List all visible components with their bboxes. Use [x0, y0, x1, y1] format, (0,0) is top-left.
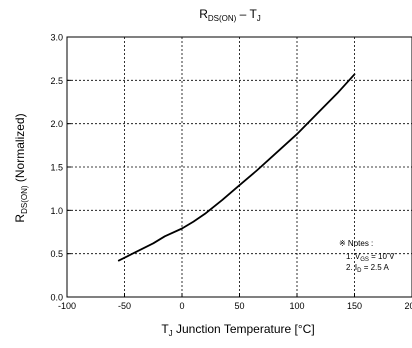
title-sub: DS(ON): [208, 14, 237, 23]
note2-post: = 2.5 A: [361, 263, 389, 272]
x-tick-label: -50: [118, 301, 131, 311]
y-tick-label: 1.5: [50, 163, 63, 173]
ylabel-sub: DS(ON): [20, 185, 29, 214]
x-tick-label: 150: [347, 301, 362, 311]
ylabel-pre: R: [13, 214, 27, 223]
notes-header: ※ Notes :: [339, 239, 373, 248]
chart-title: RDS(ON) – TJ: [199, 7, 261, 23]
xlabel-pre: T: [161, 322, 169, 336]
notes: ※ Notes : 1. VGS = 10 V 2. ID = 2.5 A: [339, 239, 395, 274]
title-mid: – T: [236, 7, 257, 21]
xlabel-text: Junction Temperature [: [173, 322, 299, 336]
ticks: 0.0 0.5 1.0 1.5 2.0 2.5 3.0 -100 -50 0 50 100 150 200: [50, 33, 412, 311]
series-line: [117, 73, 356, 262]
x-tick-label: 0: [179, 301, 184, 311]
y-tick-label: 2.0: [50, 119, 63, 129]
xlabel-unit: °C]: [298, 322, 315, 336]
ylabel-text: (Normalized): [13, 113, 27, 185]
y-axis-label: RDS(ON) (Normalized): [13, 113, 29, 222]
title-main: R: [199, 7, 208, 21]
x-tick-label: -100: [58, 301, 76, 311]
y-tick-label: 2.5: [50, 76, 63, 86]
note2-pre: 2. I: [346, 263, 357, 272]
x-axis-label: TJ Junction Temperature [°C]: [161, 322, 314, 338]
xlabel-sub: J: [169, 329, 173, 338]
note2-sub: D: [357, 268, 362, 274]
note1-pre: 1. V: [346, 252, 361, 261]
y-tick-label: 3.0: [50, 33, 63, 43]
y-tick-label: 0.5: [50, 249, 63, 259]
notes-line-1: 1. VGS = 10 V: [346, 252, 395, 263]
y-tick-label: 1.0: [50, 206, 63, 216]
y-tick-label: 0.0: [50, 293, 63, 303]
x-tick-label: 50: [234, 301, 244, 311]
note1-post: = 10 V: [369, 252, 395, 261]
series: [117, 73, 356, 262]
note1-sub: GS: [360, 257, 369, 263]
notes-line-2: 2. ID = 2.5 A: [346, 263, 389, 274]
grid: [67, 37, 412, 297]
x-tick-label: 100: [289, 301, 304, 311]
x-tick-label: 200: [404, 301, 412, 311]
title-sub2: J: [257, 14, 261, 23]
